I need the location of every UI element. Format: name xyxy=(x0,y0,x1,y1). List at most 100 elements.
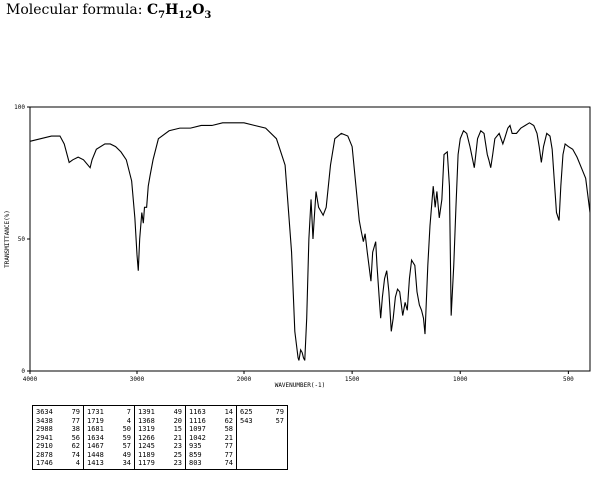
formula-element: H xyxy=(165,2,179,18)
x-tick-label: 500 xyxy=(563,376,574,383)
peak-entry: 1116 62 xyxy=(189,417,233,426)
peak-wavenumber: 1319 xyxy=(138,425,155,433)
peak-transmittance: 56 xyxy=(71,433,80,442)
peak-transmittance: 38 xyxy=(71,425,80,433)
peak-entry: 543 57 xyxy=(240,417,284,426)
peak-entry: 1448 49 xyxy=(87,451,131,460)
peak-entry: 1731 7 xyxy=(87,408,131,417)
peak-wavenumber: 2878 xyxy=(36,450,53,459)
peak-entry: 803 74 xyxy=(189,459,233,468)
peak-transmittance: 25 xyxy=(173,450,182,459)
peak-wavenumber: 1042 xyxy=(189,433,206,442)
peak-wavenumber: 3438 xyxy=(36,416,53,425)
x-tick-label: 4000 xyxy=(23,376,38,383)
peak-transmittance: 15 xyxy=(173,425,182,433)
peak-entry: 1179 23 xyxy=(138,459,182,468)
peak-wavenumber: 1245 xyxy=(138,442,155,450)
peak-entry: 2988 38 xyxy=(36,425,80,434)
peak-entry: 3438 77 xyxy=(36,417,80,426)
formula-subscript: 3 xyxy=(204,9,212,21)
peak-wavenumber: 1719 xyxy=(87,416,104,425)
peak-entry: 1189 25 xyxy=(138,451,182,460)
peak-transmittance: 57 xyxy=(122,442,131,450)
peak-transmittance: 77 xyxy=(224,442,233,450)
peak-wavenumber: 1448 xyxy=(87,450,104,459)
peak-wavenumber: 859 xyxy=(189,450,202,459)
peak-transmittance: 4 xyxy=(75,459,80,467)
peak-wavenumber: 2941 xyxy=(36,433,53,442)
peak-wavenumber: 1189 xyxy=(138,450,155,459)
peak-entry: 1413 34 xyxy=(87,459,131,468)
peak-table-column: 1391 49 1368 20 1319 15 1266 21 1245 23 1189 25 1179… xyxy=(134,405,186,470)
peak-wavenumber: 1097 xyxy=(189,425,206,433)
peak-transmittance: 23 xyxy=(173,459,182,467)
peak-wavenumber: 1634 xyxy=(87,433,104,442)
peak-transmittance: 74 xyxy=(71,450,80,459)
peak-transmittance: 4 xyxy=(126,416,131,425)
peak-transmittance: 20 xyxy=(173,416,182,425)
peak-transmittance: 74 xyxy=(224,459,233,467)
peak-entry: 1746 4 xyxy=(36,459,80,468)
peak-table-column: 625 79 543 57 xyxy=(236,405,288,470)
peak-wavenumber: 2910 xyxy=(36,442,53,450)
peak-table-column: 1163 14 1116 62 1097 58 1042 21 935 77 859 77 803 74 xyxy=(185,405,237,470)
peak-entry: 1266 21 xyxy=(138,434,182,443)
peak-transmittance: 79 xyxy=(275,408,284,416)
peak-table-column: 1731 7 1719 4 1681 50 1634 59 1467 57 1448 49 1413 34 xyxy=(83,405,135,470)
peak-wavenumber: 1467 xyxy=(87,442,104,450)
peak-wavenumber: 1116 xyxy=(189,416,206,425)
peak-transmittance: 49 xyxy=(122,450,131,459)
peak-transmittance: 49 xyxy=(173,408,182,416)
peak-wavenumber: 1163 xyxy=(189,408,206,416)
peak-table: 3634 79 3438 77 2988 38 2941 56 2910 62 2878 74 1746… xyxy=(32,405,288,470)
peak-entry: 1467 57 xyxy=(87,442,131,451)
peak-entry: 1042 21 xyxy=(189,434,233,443)
y-tick-label: 0 xyxy=(21,368,25,375)
peak-wavenumber: 1179 xyxy=(138,459,155,467)
peak-transmittance: 79 xyxy=(71,408,80,416)
peak-entry: 625 79 xyxy=(240,408,284,417)
peak-transmittance: 62 xyxy=(71,442,80,450)
formula-subscript: 12 xyxy=(178,9,193,21)
peak-transmittance: 50 xyxy=(122,425,131,433)
peak-transmittance: 58 xyxy=(224,425,233,433)
y-tick-label: 100 xyxy=(14,104,25,111)
peak-wavenumber: 2988 xyxy=(36,425,53,433)
peak-transmittance: 14 xyxy=(224,408,233,416)
peak-entry: 1681 50 xyxy=(87,425,131,434)
peak-transmittance: 62 xyxy=(224,416,233,425)
peak-wavenumber: 1368 xyxy=(138,416,155,425)
peak-entry: 1719 4 xyxy=(87,417,131,426)
peak-transmittance: 34 xyxy=(122,459,131,467)
formula-element: C xyxy=(146,2,159,18)
x-tick-label: 1500 xyxy=(345,376,360,383)
peak-entry: 1634 59 xyxy=(87,434,131,443)
peak-entry: 1097 58 xyxy=(189,425,233,434)
peak-transmittance: 77 xyxy=(71,416,80,425)
x-tick-label: 1000 xyxy=(453,376,468,383)
peak-transmittance: 21 xyxy=(173,433,182,442)
peak-entry: 935 77 xyxy=(189,442,233,451)
ir-spectrum-chart: 4000 3000 2000 1500 1000 500 0 50 100 TRANSMITTA… xyxy=(4,104,591,389)
y-axis-label: TRANSMITTANCE(%) xyxy=(4,210,11,268)
peak-entry: 1163 14 xyxy=(189,408,233,417)
peak-transmittance: 7 xyxy=(126,408,131,416)
peak-wavenumber: 543 xyxy=(240,416,253,425)
peak-entry: 1368 20 xyxy=(138,417,182,426)
molecular-formula: Molecular formula: C7H12O3 xyxy=(6,2,211,21)
peak-entry: 3634 79 xyxy=(36,408,80,417)
formula-element: O xyxy=(192,2,205,18)
formula-label: Molecular formula: xyxy=(6,2,147,18)
peak-table-column: 3634 79 3438 77 2988 38 2941 56 2910 62 2878 74 1746… xyxy=(32,405,84,470)
axis-ticks: 4000 3000 2000 1500 1000 500 0 50 100 xyxy=(14,104,574,383)
x-tick-label: 2000 xyxy=(237,376,252,383)
peak-entry: 2910 62 xyxy=(36,442,80,451)
peak-entry: 2941 56 xyxy=(36,434,80,443)
plot-frame xyxy=(29,106,591,372)
x-axis-label: WAVENUMBER(-1) xyxy=(275,382,326,389)
peak-entry: 2878 74 xyxy=(36,451,80,460)
peak-entry: 1391 49 xyxy=(138,408,182,417)
y-tick-label: 50 xyxy=(18,236,26,243)
formula-subscript: 7 xyxy=(158,9,166,21)
peak-wavenumber: 1731 xyxy=(87,408,104,416)
